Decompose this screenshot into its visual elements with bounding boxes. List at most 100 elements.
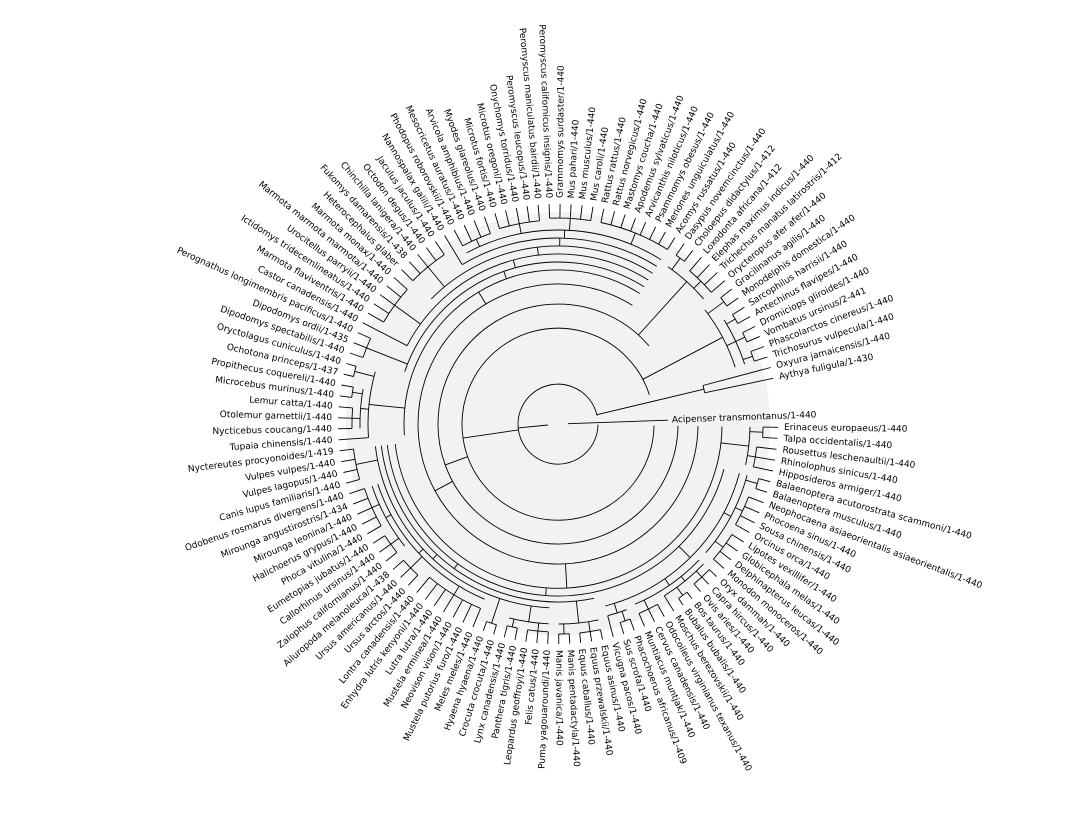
clade-arc bbox=[486, 621, 497, 626]
internal-branch bbox=[537, 623, 540, 632]
leaf-branch bbox=[647, 608, 655, 622]
internal-branch bbox=[742, 355, 753, 361]
internal-branch bbox=[693, 280, 702, 289]
leaf-label: Manis javanica/1-440 bbox=[553, 650, 563, 746]
internal-branch bbox=[371, 503, 380, 509]
leaf-branch bbox=[409, 261, 421, 274]
leaf-branch bbox=[589, 631, 593, 642]
leaf-branch bbox=[401, 269, 414, 282]
internal-branch bbox=[676, 587, 684, 596]
leaf-branch bbox=[400, 567, 411, 578]
internal-branch bbox=[680, 576, 686, 582]
leaf-branch bbox=[569, 204, 572, 219]
internal-branch bbox=[518, 223, 522, 234]
leaf-label: Nycticebus coucang/1-440 bbox=[212, 424, 332, 437]
internal-branch bbox=[354, 370, 375, 377]
internal-branch bbox=[434, 480, 453, 492]
leaf-branch bbox=[452, 599, 463, 618]
clade-arc bbox=[359, 388, 364, 429]
leaf-branch bbox=[758, 478, 771, 483]
leaf-branch bbox=[678, 598, 684, 606]
leaf-branch bbox=[338, 406, 353, 409]
internal-branch bbox=[621, 611, 626, 622]
internal-branch bbox=[385, 514, 392, 518]
leaf-branch bbox=[393, 277, 408, 290]
clade-arc bbox=[371, 485, 406, 547]
internal-branch bbox=[720, 442, 749, 447]
leaf-branch bbox=[345, 478, 360, 484]
leaf-branch bbox=[385, 552, 398, 562]
leaf-branch bbox=[346, 363, 357, 367]
leaf-branch bbox=[704, 272, 718, 286]
leaf-branch bbox=[579, 632, 582, 643]
leaf-branch bbox=[379, 294, 395, 306]
leaf-branch bbox=[453, 229, 464, 247]
internal-branch bbox=[643, 599, 649, 610]
leaf-branch bbox=[754, 356, 768, 362]
clade-arc bbox=[508, 617, 549, 625]
leaf-branch bbox=[482, 621, 488, 632]
leaf-label: Mus pahari/1-440 bbox=[567, 119, 582, 199]
internal-branch bbox=[745, 479, 758, 485]
leaf-branch bbox=[755, 456, 776, 461]
internal-branch bbox=[630, 232, 636, 245]
leaf-branch bbox=[762, 436, 778, 439]
internal-branch bbox=[536, 247, 539, 256]
clade-arc bbox=[394, 426, 723, 589]
leaf-branch bbox=[526, 206, 530, 223]
leaf-branch bbox=[373, 303, 390, 314]
leaf-branch bbox=[417, 254, 429, 268]
leaf-branch bbox=[362, 322, 408, 347]
leaf-branch bbox=[719, 550, 732, 561]
leaf-branch bbox=[746, 335, 760, 343]
leaf-branch bbox=[339, 395, 352, 398]
leaf-branch bbox=[416, 577, 430, 593]
leaf-branch bbox=[600, 208, 605, 223]
leaf-branch bbox=[343, 373, 354, 377]
leaf-branch bbox=[483, 216, 491, 234]
leaf-branch bbox=[702, 367, 771, 386]
leaf-branch bbox=[379, 543, 391, 553]
leaf-branch bbox=[372, 535, 386, 544]
leaf-branch bbox=[505, 210, 510, 227]
leaf-branch bbox=[463, 224, 473, 242]
internal-branch bbox=[453, 563, 459, 569]
leaf-branch bbox=[726, 297, 739, 307]
leaf-branch bbox=[686, 591, 693, 599]
leaf-branch bbox=[341, 458, 356, 463]
internal-branch bbox=[427, 266, 445, 288]
leaf-branch bbox=[443, 594, 455, 613]
leaf-branch bbox=[493, 624, 497, 635]
leaf-branch bbox=[629, 618, 635, 631]
internal-branch bbox=[735, 336, 745, 342]
internal-branch bbox=[747, 455, 756, 458]
leaf-branch bbox=[434, 241, 445, 255]
leaf-branch bbox=[341, 384, 354, 388]
internal-branch bbox=[735, 507, 743, 512]
leaf-branch bbox=[357, 332, 371, 339]
internal-branch bbox=[368, 403, 405, 409]
internal-branch bbox=[714, 540, 724, 548]
leaf-branch bbox=[684, 250, 694, 262]
leaf-branch bbox=[748, 496, 764, 504]
clade-arc bbox=[745, 426, 751, 466]
internal-branch bbox=[410, 556, 423, 569]
tree-branches bbox=[338, 203, 779, 645]
internal-branch bbox=[588, 621, 591, 632]
internal-branch bbox=[394, 304, 421, 325]
tree-background-disc bbox=[346, 212, 770, 636]
internal-branch bbox=[545, 587, 547, 596]
leaf-branch bbox=[713, 558, 725, 569]
leaf-branch bbox=[701, 576, 710, 585]
clade-arc bbox=[607, 609, 627, 617]
clade-arc bbox=[517, 383, 599, 465]
leaf-branch bbox=[357, 507, 373, 515]
leaf-branch bbox=[675, 243, 685, 256]
leaf-branch bbox=[693, 583, 701, 592]
leaf-label: Grammomys surdaster/1-440 bbox=[556, 65, 567, 198]
leaf-branch bbox=[567, 419, 668, 425]
leaf-branch bbox=[649, 226, 657, 240]
leaf-branch bbox=[548, 204, 551, 219]
internal-branch bbox=[475, 239, 481, 247]
